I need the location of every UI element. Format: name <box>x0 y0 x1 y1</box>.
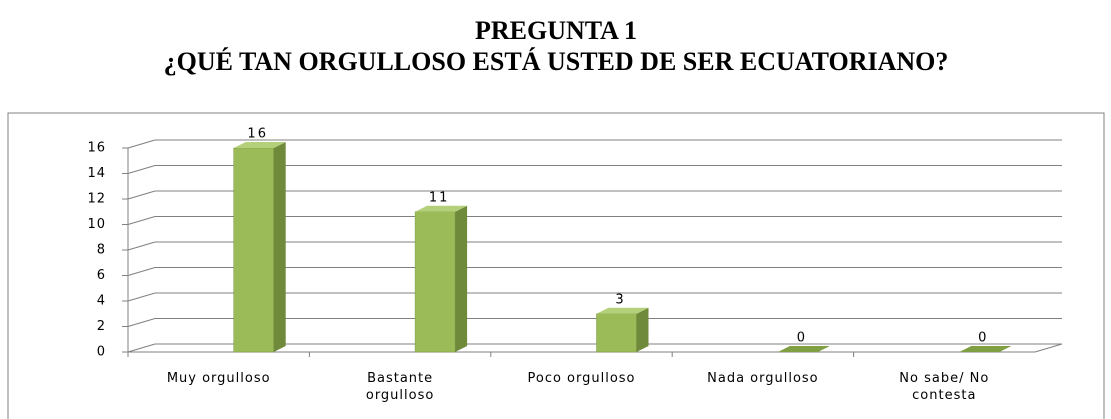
bar-front <box>596 313 637 353</box>
grid-line <box>127 139 156 149</box>
bar-side <box>273 142 286 352</box>
data-label: 16 <box>247 127 268 142</box>
bar <box>233 142 286 353</box>
floor-edge <box>1034 343 1063 353</box>
bar <box>596 307 649 353</box>
y-tick-label: 14 <box>87 166 106 181</box>
y-tick-label: 6 <box>97 268 106 283</box>
y-tick-label: 10 <box>87 217 106 232</box>
y-tick-label: 4 <box>97 294 106 309</box>
bar-front <box>233 147 274 353</box>
bar <box>414 205 468 353</box>
y-tick-label: 2 <box>97 319 106 334</box>
chart-frame <box>7 112 1105 419</box>
grid-line <box>127 267 156 276</box>
bar-side <box>636 307 649 352</box>
x-tick-label: No sabe/ No contesta <box>899 371 990 403</box>
grid-line <box>127 292 156 302</box>
bar-top <box>777 346 830 352</box>
chart-title: PREGUNTA 1 <box>475 16 637 45</box>
bar-front <box>414 211 456 353</box>
grid-line <box>127 318 156 327</box>
y-tick-label: 12 <box>87 192 106 207</box>
data-label: 0 <box>797 331 807 346</box>
bar <box>777 346 830 352</box>
grid-line <box>127 190 156 200</box>
bar-top <box>596 307 649 314</box>
x-tick-label: Bastante orgulloso <box>365 371 435 403</box>
data-label: 0 <box>978 331 988 346</box>
data-label: 3 <box>615 292 625 307</box>
x-tick-label: Poco orgulloso <box>527 371 636 386</box>
y-tick-label: 16 <box>87 141 106 156</box>
bar-top <box>233 142 286 148</box>
grid-line <box>127 241 156 251</box>
grid-line <box>127 165 156 174</box>
x-tick-label: Nada orgulloso <box>707 371 819 386</box>
bar-top <box>959 346 1012 352</box>
chart-title: ¿QUÉ TAN ORGULLOSO ESTÁ USTED DE SER ECU… <box>164 47 949 76</box>
bar-top <box>415 205 468 212</box>
y-tick-label: 8 <box>97 243 106 258</box>
data-label: 11 <box>429 190 450 205</box>
bar-side <box>455 205 468 352</box>
grid-line <box>127 343 156 353</box>
bar <box>959 346 1012 352</box>
y-tick-label: 0 <box>97 345 106 360</box>
grid-line <box>127 216 156 225</box>
x-tick-label: Muy orgulloso <box>166 371 271 386</box>
